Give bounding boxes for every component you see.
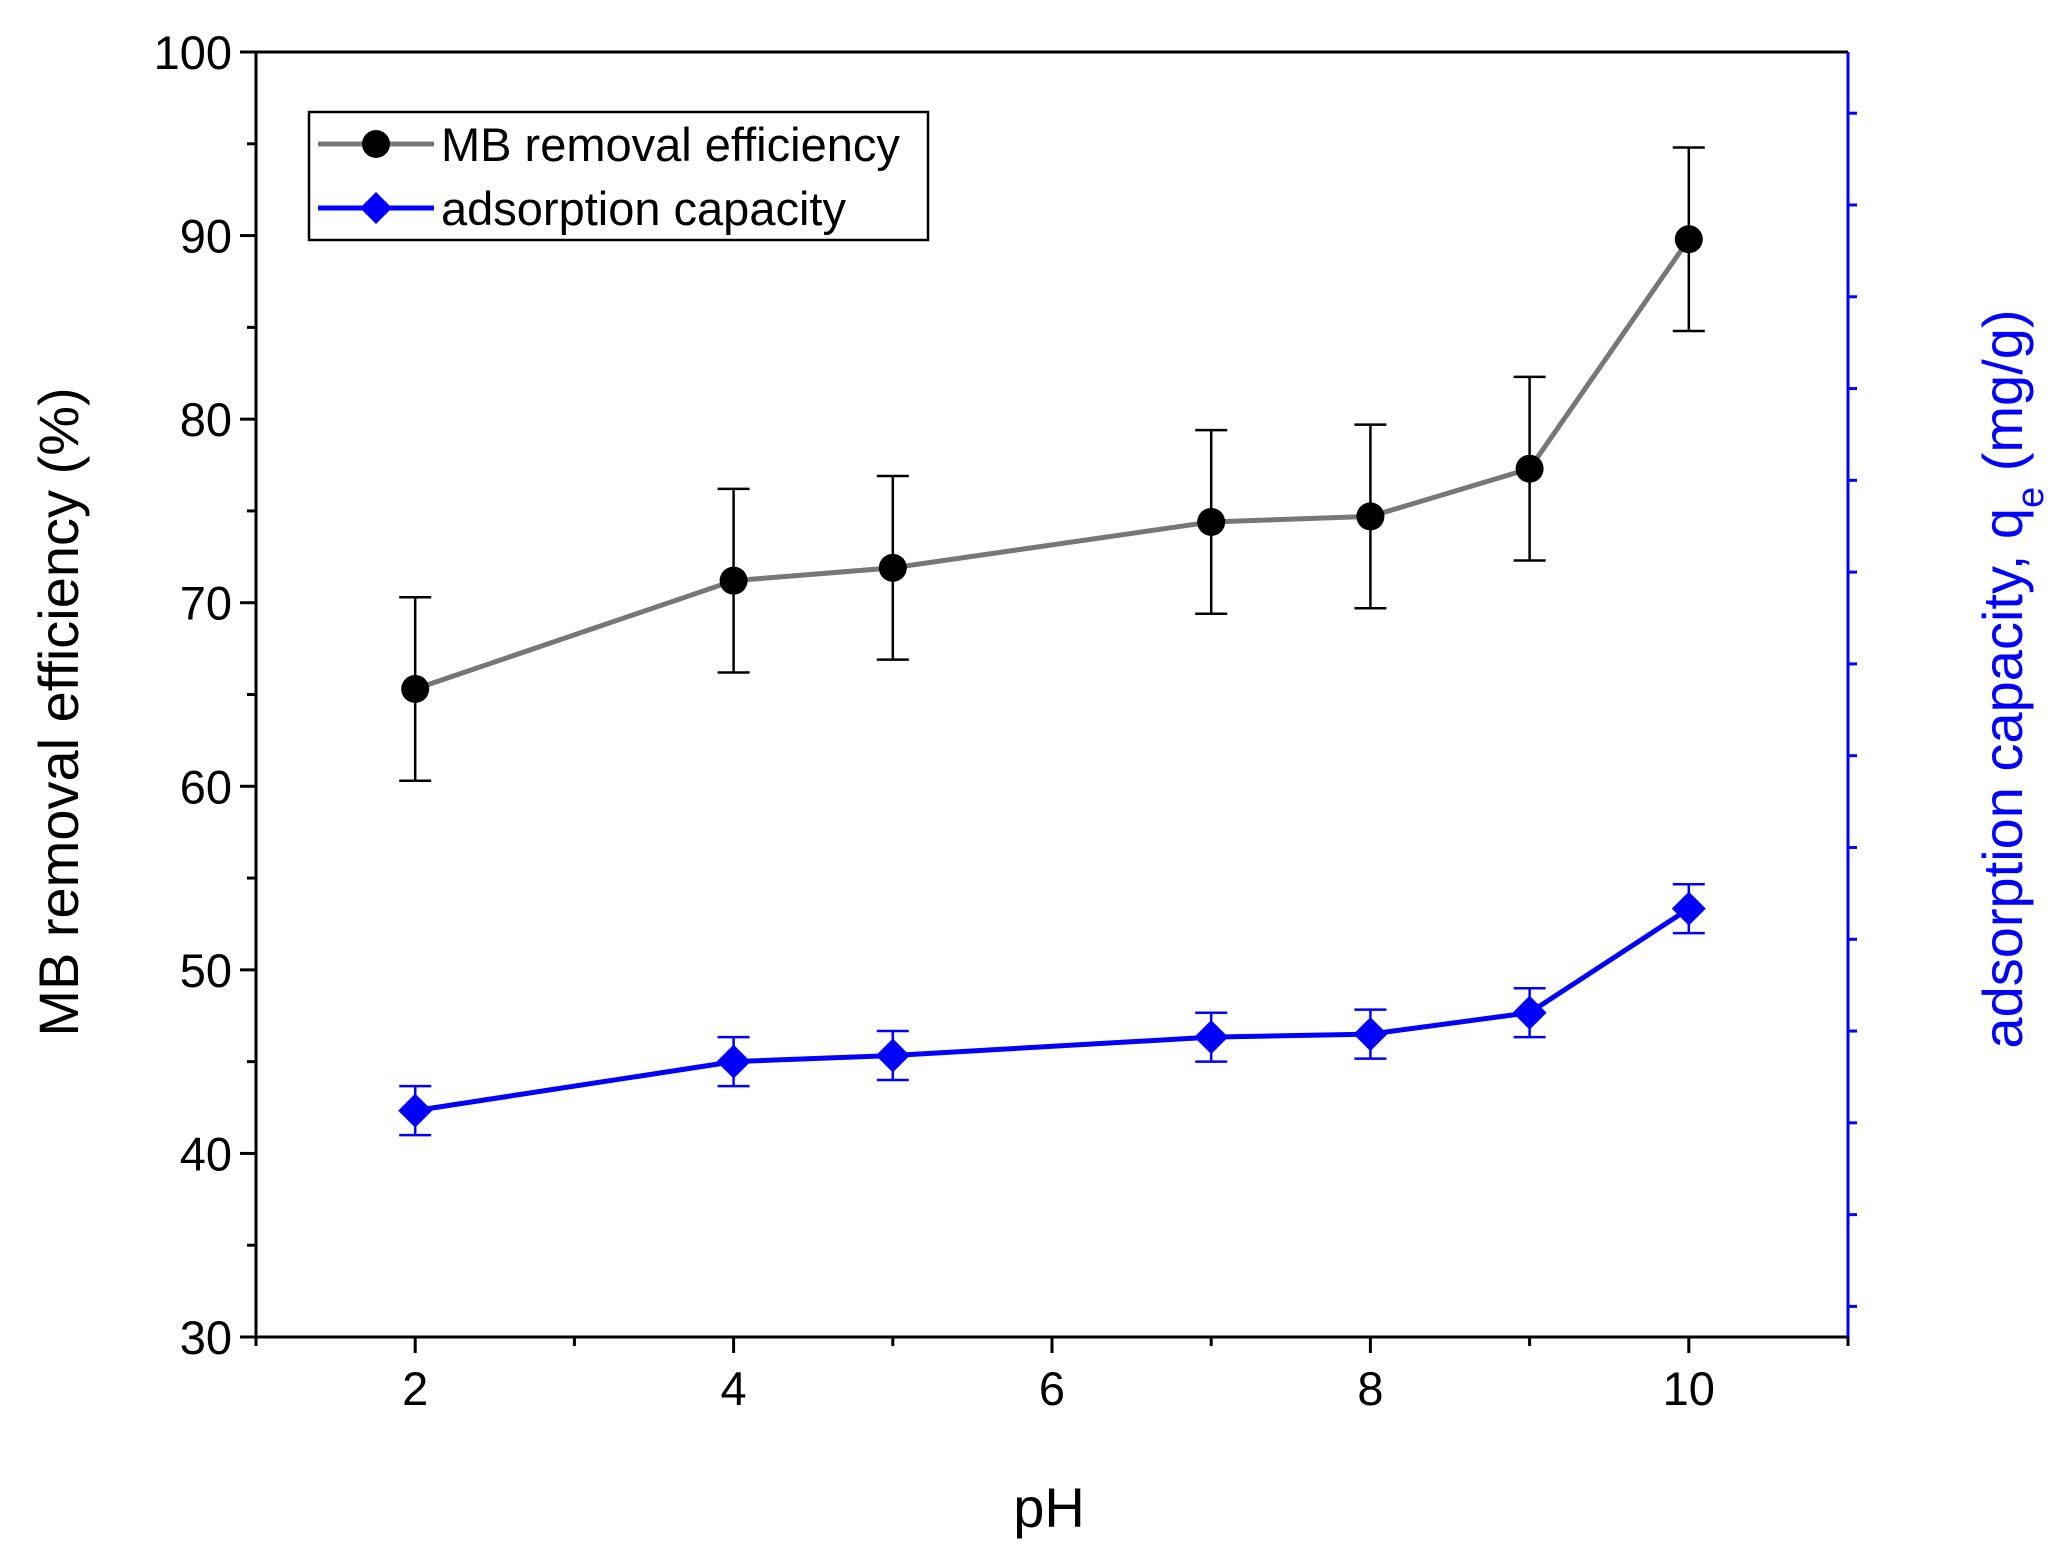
data-point-capacity (716, 1044, 751, 1079)
x-tick-label: 6 (1039, 1362, 1065, 1415)
data-point-capacity (1194, 1020, 1229, 1055)
series-line-capacity (414, 906, 1691, 1114)
data-point-efficiency (1356, 502, 1385, 531)
y-axis-right-title-main: adsorption capacity, q (1971, 508, 2034, 1049)
y-axis-left-title: MB removal efficiency (%) (27, 387, 90, 1036)
data-point-efficiency (1197, 507, 1226, 536)
y-axis-right-title: adsorption capacity, qe (mg/g) (1971, 309, 2052, 1048)
data-point-efficiency (1515, 454, 1544, 483)
x-axis-title: pH (1013, 1476, 1085, 1539)
y-left-tick-label: 100 (154, 26, 232, 79)
y-left-tick-label: 70 (180, 577, 232, 630)
legend: MB removal efficiency adsorption capacit… (307, 110, 930, 242)
y-left-tick-label: 60 (180, 760, 232, 813)
data-point-capacity (1512, 995, 1547, 1030)
legend-label-efficiency: MB removal efficiency (441, 118, 900, 171)
y-left-tick-label: 30 (180, 1311, 232, 1364)
data-point-capacity (875, 1038, 910, 1073)
x-tick-label: 10 (1663, 1362, 1715, 1415)
legend-label-capacity: adsorption capacity (441, 182, 846, 235)
x-tick-label: 8 (1357, 1362, 1383, 1415)
series-line-efficiency (414, 237, 1691, 692)
data-point-capacity (398, 1093, 433, 1128)
data-point-efficiency (1674, 225, 1703, 254)
x-tick-label: 2 (402, 1362, 428, 1415)
axes-group: 2 4 6 8 10 30 40 50 60 70 80 90 100 (154, 26, 1857, 1415)
y-left-tick-label: 50 (180, 944, 232, 997)
y-axis-right-title-sub: e (2010, 487, 2052, 508)
y-left-tick-label: 90 (180, 210, 232, 263)
data-point-capacity (1353, 1017, 1388, 1052)
data-point-efficiency (878, 553, 907, 582)
y-left-tick-label: 40 (180, 1127, 232, 1180)
legend-marker-diamond (360, 192, 392, 224)
legend-marker-circle (362, 130, 390, 158)
data-point-efficiency (719, 566, 748, 595)
series-group (398, 146, 1706, 1137)
x-tick-label: 4 (721, 1362, 747, 1415)
y-axis-right-title-unit: (mg/g) (1971, 309, 2034, 486)
legend-box (307, 110, 930, 242)
y-left-tick-label: 80 (180, 393, 232, 446)
data-point-capacity (1671, 891, 1706, 926)
data-point-efficiency (401, 674, 430, 703)
